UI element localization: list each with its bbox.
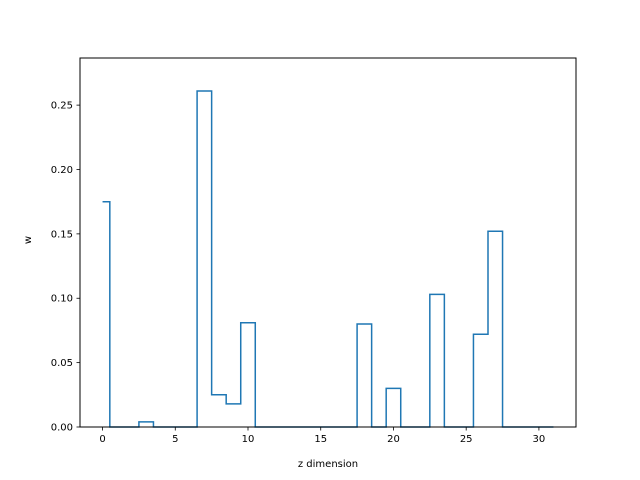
axes-frame: [79, 57, 577, 428]
x-tick-label: 25: [460, 434, 473, 445]
y-tick-label: 0.15: [51, 229, 73, 240]
y-tick-label: 0.00: [51, 423, 73, 434]
y-tick-label: 0.25: [51, 101, 73, 112]
x-tick-label: 0: [99, 434, 105, 445]
x-tick-label: 15: [314, 434, 327, 445]
y-axis-label: w: [23, 236, 34, 244]
x-tick-label: 30: [533, 434, 546, 445]
y-axis-ticks: 0.00 0.05 0.10 0.15 0.20 0.25: [51, 101, 80, 434]
y-tick-label: 0.05: [51, 358, 73, 369]
x-axis-label: z dimension: [298, 459, 358, 470]
y-tick-label: 0.20: [51, 165, 73, 176]
y-tick-label: 0.10: [51, 294, 73, 305]
x-tick-label: 20: [387, 434, 400, 445]
x-axis-ticks: 0 5 10 15 20 25 30: [99, 427, 545, 445]
x-tick-label: 5: [172, 434, 178, 445]
x-tick-label: 10: [242, 434, 255, 445]
